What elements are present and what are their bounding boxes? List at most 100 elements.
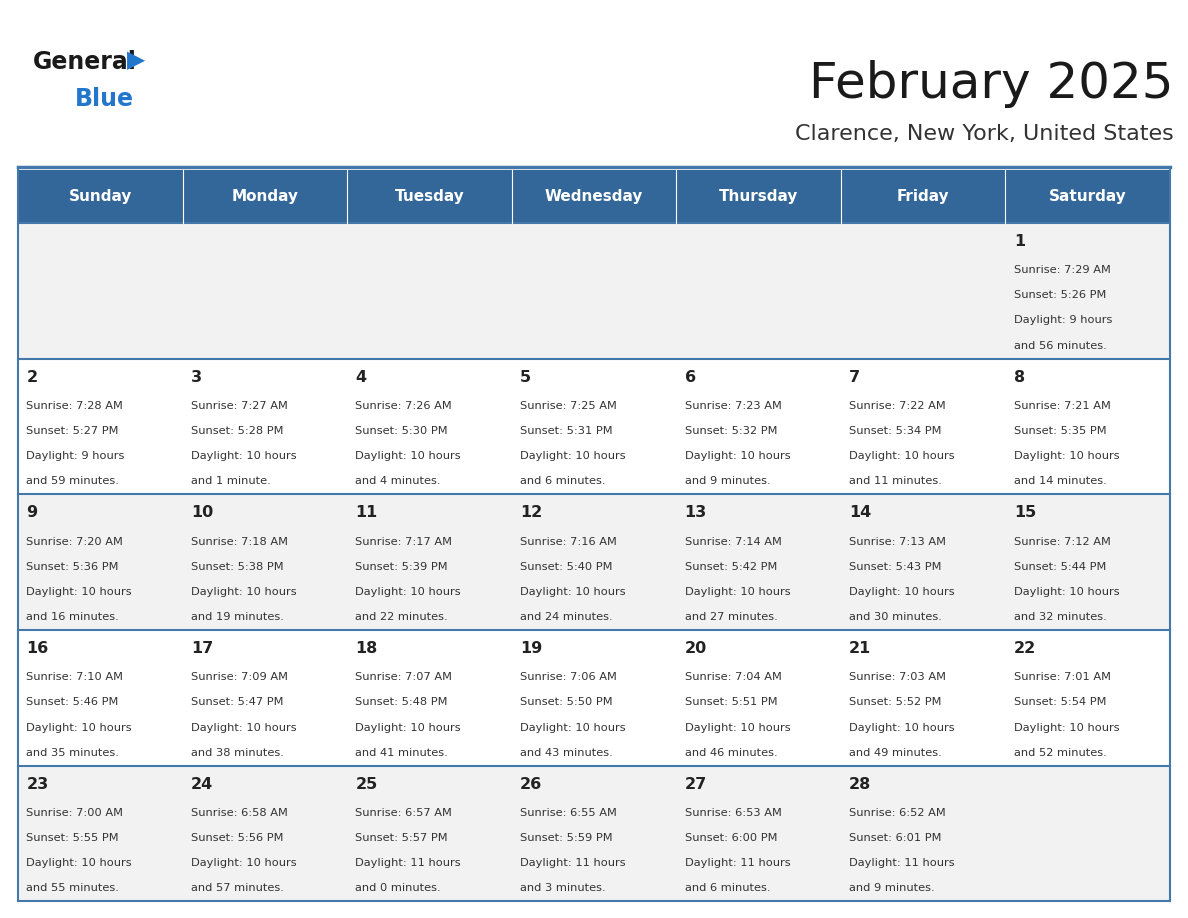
Text: 5: 5 bbox=[520, 370, 531, 385]
Text: Daylight: 10 hours: Daylight: 10 hours bbox=[191, 451, 297, 461]
Text: Sunrise: 6:55 AM: Sunrise: 6:55 AM bbox=[520, 808, 617, 818]
Text: Sunset: 5:35 PM: Sunset: 5:35 PM bbox=[1013, 426, 1106, 436]
Text: Sunset: 5:46 PM: Sunset: 5:46 PM bbox=[26, 698, 119, 708]
Text: Daylight: 10 hours: Daylight: 10 hours bbox=[191, 722, 297, 733]
Text: Daylight: 9 hours: Daylight: 9 hours bbox=[1013, 316, 1112, 326]
Text: and 41 minutes.: and 41 minutes. bbox=[355, 747, 448, 757]
Text: and 6 minutes.: and 6 minutes. bbox=[520, 476, 606, 487]
Text: Daylight: 11 hours: Daylight: 11 hours bbox=[849, 858, 955, 868]
Text: Sunrise: 7:17 AM: Sunrise: 7:17 AM bbox=[355, 537, 453, 546]
Text: and 56 minutes.: and 56 minutes. bbox=[1013, 341, 1106, 351]
Text: Sunrise: 7:28 AM: Sunrise: 7:28 AM bbox=[26, 401, 124, 411]
Text: 27: 27 bbox=[684, 777, 707, 792]
Text: Sunset: 5:44 PM: Sunset: 5:44 PM bbox=[1013, 562, 1106, 572]
Text: and 24 minutes.: and 24 minutes. bbox=[520, 612, 613, 622]
Text: and 46 minutes.: and 46 minutes. bbox=[684, 747, 777, 757]
Text: Sunrise: 7:14 AM: Sunrise: 7:14 AM bbox=[684, 537, 782, 546]
Text: and 3 minutes.: and 3 minutes. bbox=[520, 883, 606, 893]
Text: Monday: Monday bbox=[232, 189, 298, 204]
Text: Daylight: 11 hours: Daylight: 11 hours bbox=[355, 858, 461, 868]
Text: Friday: Friday bbox=[897, 189, 949, 204]
Text: 16: 16 bbox=[26, 641, 49, 656]
Text: 8: 8 bbox=[1013, 370, 1025, 385]
Text: and 30 minutes.: and 30 minutes. bbox=[849, 612, 942, 622]
Text: Sunrise: 7:13 AM: Sunrise: 7:13 AM bbox=[849, 537, 946, 546]
Text: and 35 minutes.: and 35 minutes. bbox=[26, 747, 119, 757]
Text: Daylight: 10 hours: Daylight: 10 hours bbox=[26, 722, 132, 733]
Text: Sunset: 6:01 PM: Sunset: 6:01 PM bbox=[849, 834, 942, 843]
Text: Daylight: 10 hours: Daylight: 10 hours bbox=[520, 722, 626, 733]
Text: Daylight: 10 hours: Daylight: 10 hours bbox=[355, 451, 461, 461]
Text: and 9 minutes.: and 9 minutes. bbox=[684, 476, 770, 487]
Text: 4: 4 bbox=[355, 370, 367, 385]
Text: Sunset: 5:57 PM: Sunset: 5:57 PM bbox=[355, 834, 448, 843]
Text: 26: 26 bbox=[520, 777, 542, 792]
Text: Sunrise: 7:09 AM: Sunrise: 7:09 AM bbox=[191, 672, 287, 682]
Text: Sunset: 5:31 PM: Sunset: 5:31 PM bbox=[520, 426, 613, 436]
Text: Sunset: 5:50 PM: Sunset: 5:50 PM bbox=[520, 698, 613, 708]
Text: 25: 25 bbox=[355, 777, 378, 792]
Text: Sunrise: 7:29 AM: Sunrise: 7:29 AM bbox=[1013, 265, 1111, 275]
Text: Sunrise: 7:23 AM: Sunrise: 7:23 AM bbox=[684, 401, 782, 411]
Text: and 1 minute.: and 1 minute. bbox=[191, 476, 271, 487]
Text: Sunset: 5:39 PM: Sunset: 5:39 PM bbox=[355, 562, 448, 572]
Text: Sunset: 5:40 PM: Sunset: 5:40 PM bbox=[520, 562, 613, 572]
Text: Daylight: 10 hours: Daylight: 10 hours bbox=[191, 587, 297, 597]
Text: Sunrise: 6:52 AM: Sunrise: 6:52 AM bbox=[849, 808, 946, 818]
Text: 11: 11 bbox=[355, 506, 378, 521]
Text: Daylight: 11 hours: Daylight: 11 hours bbox=[684, 858, 790, 868]
Text: 7: 7 bbox=[849, 370, 860, 385]
Text: 6: 6 bbox=[684, 370, 696, 385]
Text: and 38 minutes.: and 38 minutes. bbox=[191, 747, 284, 757]
Text: Sunrise: 7:12 AM: Sunrise: 7:12 AM bbox=[1013, 537, 1111, 546]
Text: and 11 minutes.: and 11 minutes. bbox=[849, 476, 942, 487]
Text: 19: 19 bbox=[520, 641, 542, 656]
Text: Daylight: 10 hours: Daylight: 10 hours bbox=[520, 451, 626, 461]
Text: and 52 minutes.: and 52 minutes. bbox=[1013, 747, 1106, 757]
Text: Daylight: 10 hours: Daylight: 10 hours bbox=[26, 587, 132, 597]
Text: Sunrise: 7:01 AM: Sunrise: 7:01 AM bbox=[1013, 672, 1111, 682]
Text: Sunrise: 7:22 AM: Sunrise: 7:22 AM bbox=[849, 401, 946, 411]
Text: and 19 minutes.: and 19 minutes. bbox=[191, 612, 284, 622]
Text: and 22 minutes.: and 22 minutes. bbox=[355, 612, 448, 622]
Text: Daylight: 10 hours: Daylight: 10 hours bbox=[355, 722, 461, 733]
Text: 14: 14 bbox=[849, 506, 872, 521]
Text: Daylight: 10 hours: Daylight: 10 hours bbox=[684, 587, 790, 597]
Text: Thursday: Thursday bbox=[719, 189, 798, 204]
Text: Sunset: 5:42 PM: Sunset: 5:42 PM bbox=[684, 562, 777, 572]
Text: Sunset: 5:38 PM: Sunset: 5:38 PM bbox=[191, 562, 284, 572]
Text: 24: 24 bbox=[191, 777, 213, 792]
Text: Sunset: 5:32 PM: Sunset: 5:32 PM bbox=[684, 426, 777, 436]
Text: Daylight: 10 hours: Daylight: 10 hours bbox=[191, 858, 297, 868]
Text: Sunset: 5:34 PM: Sunset: 5:34 PM bbox=[849, 426, 942, 436]
Text: and 27 minutes.: and 27 minutes. bbox=[684, 612, 777, 622]
Text: Sunset: 5:27 PM: Sunset: 5:27 PM bbox=[26, 426, 119, 436]
Text: 3: 3 bbox=[191, 370, 202, 385]
Text: 13: 13 bbox=[684, 506, 707, 521]
Text: Daylight: 10 hours: Daylight: 10 hours bbox=[849, 451, 955, 461]
Text: Sunrise: 7:07 AM: Sunrise: 7:07 AM bbox=[355, 672, 453, 682]
Text: Wednesday: Wednesday bbox=[545, 189, 643, 204]
Text: Sunrise: 6:58 AM: Sunrise: 6:58 AM bbox=[191, 808, 287, 818]
Text: Sunrise: 7:26 AM: Sunrise: 7:26 AM bbox=[355, 401, 453, 411]
Text: ▶: ▶ bbox=[127, 48, 145, 72]
Text: Saturday: Saturday bbox=[1049, 189, 1126, 204]
Text: 2: 2 bbox=[26, 370, 38, 385]
Text: Sunset: 6:00 PM: Sunset: 6:00 PM bbox=[684, 834, 777, 843]
Text: Sunset: 5:48 PM: Sunset: 5:48 PM bbox=[355, 698, 448, 708]
Text: Sunset: 5:30 PM: Sunset: 5:30 PM bbox=[355, 426, 448, 436]
Text: and 9 minutes.: and 9 minutes. bbox=[849, 883, 935, 893]
Text: Sunrise: 7:10 AM: Sunrise: 7:10 AM bbox=[26, 672, 124, 682]
Text: Daylight: 10 hours: Daylight: 10 hours bbox=[1013, 587, 1119, 597]
Text: Sunset: 5:54 PM: Sunset: 5:54 PM bbox=[1013, 698, 1106, 708]
Text: 15: 15 bbox=[1013, 506, 1036, 521]
Text: and 32 minutes.: and 32 minutes. bbox=[1013, 612, 1106, 622]
Text: Sunrise: 6:57 AM: Sunrise: 6:57 AM bbox=[355, 808, 453, 818]
Text: Sunset: 5:28 PM: Sunset: 5:28 PM bbox=[191, 426, 284, 436]
Text: and 6 minutes.: and 6 minutes. bbox=[684, 883, 770, 893]
Text: Sunrise: 7:04 AM: Sunrise: 7:04 AM bbox=[684, 672, 782, 682]
Text: Daylight: 9 hours: Daylight: 9 hours bbox=[26, 451, 125, 461]
Text: Sunrise: 7:21 AM: Sunrise: 7:21 AM bbox=[1013, 401, 1111, 411]
Text: Sunset: 5:56 PM: Sunset: 5:56 PM bbox=[191, 834, 284, 843]
Text: Sunset: 5:43 PM: Sunset: 5:43 PM bbox=[849, 562, 942, 572]
